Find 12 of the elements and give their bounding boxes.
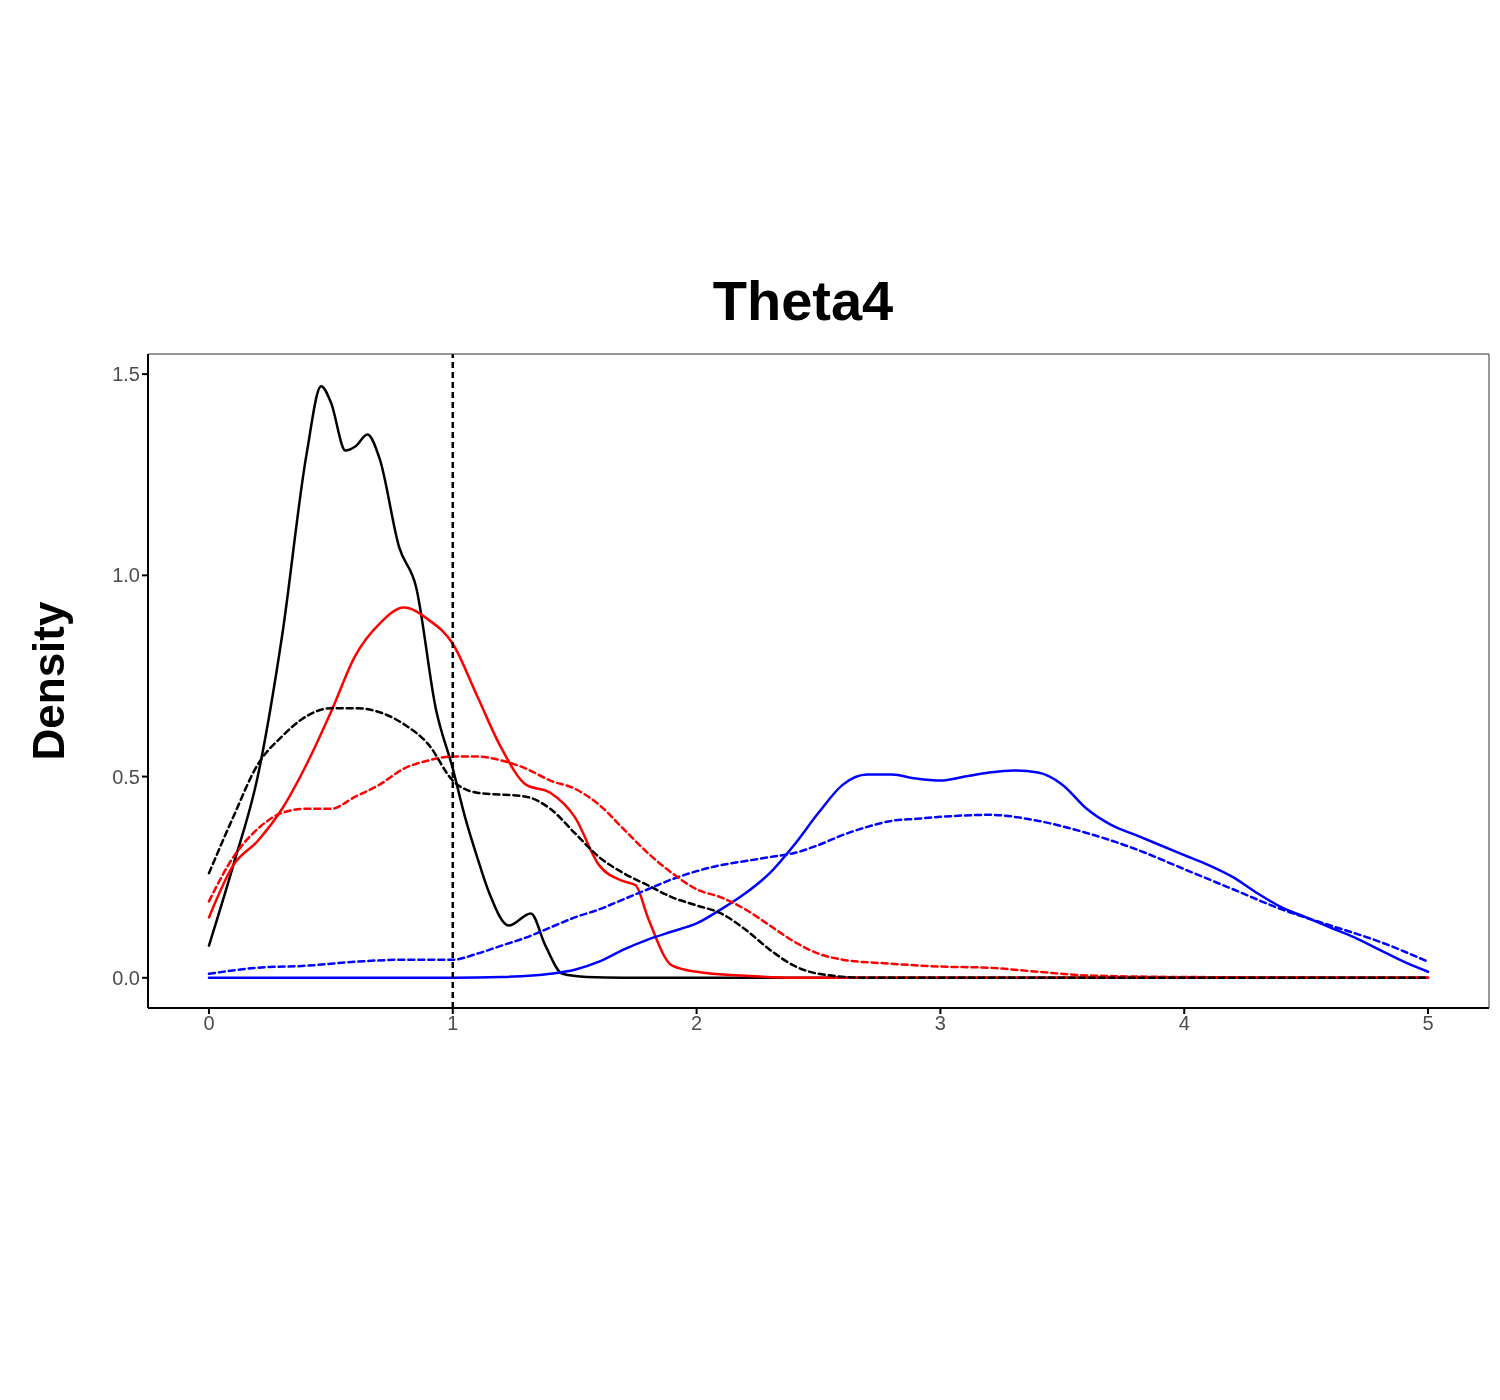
y-tick-label: 0.0: [112, 966, 140, 989]
chart-title: Theta4: [711, 268, 895, 334]
y-axis-title: Density: [23, 601, 73, 761]
y-tick-label: 0.5: [112, 765, 140, 788]
y-tick-label: 1.0: [112, 564, 140, 587]
x-tick-label: 0: [203, 1012, 215, 1035]
x-tick-label: 4: [1178, 1012, 1190, 1035]
x-tick-label: 1: [447, 1012, 459, 1035]
y-tick-label: 1.5: [112, 363, 140, 386]
x-tick-label: 3: [934, 1012, 946, 1035]
x-tick-label: 2: [691, 1012, 703, 1035]
x-tick-label: 5: [1422, 1012, 1434, 1035]
